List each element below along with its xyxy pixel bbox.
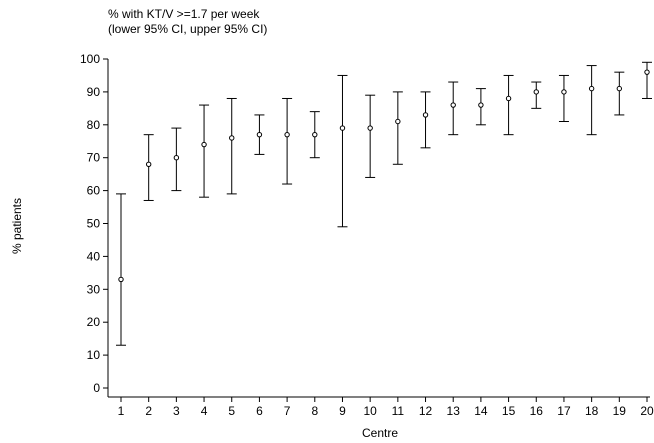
data-point (339, 125, 346, 131)
y-tick-label: 20 (87, 315, 101, 329)
data-point (173, 155, 180, 161)
x-tick-label: 2 (145, 404, 152, 418)
x-tick-label: 4 (201, 404, 208, 418)
data-point (284, 131, 290, 138)
x-tick-label: 11 (392, 404, 405, 418)
x-tick-label: 5 (228, 404, 235, 418)
y-tick-label: 50 (87, 217, 101, 231)
data-point (367, 125, 373, 131)
x-tick-label: 18 (585, 404, 599, 418)
data-point (422, 112, 429, 118)
x-tick-label: 6 (256, 404, 263, 418)
data-point (616, 85, 623, 92)
x-tick-label: 12 (419, 404, 433, 418)
data-point (395, 118, 401, 125)
y-axis-title: % patients (10, 198, 24, 254)
y-tick-label: 10 (87, 348, 101, 362)
y-tick-label: 40 (87, 249, 101, 263)
x-tick-label: 1 (118, 404, 125, 418)
data-point (312, 131, 318, 138)
data-point (118, 276, 124, 283)
data-point (505, 95, 512, 102)
data-point (478, 102, 484, 108)
x-tick-label: 19 (613, 404, 627, 418)
y-tick-label: 0 (93, 381, 100, 395)
x-tick-label: 15 (502, 404, 516, 418)
data-point (533, 89, 539, 95)
data-point (450, 102, 456, 108)
data-point (588, 85, 595, 92)
data-point (201, 141, 207, 148)
x-tick-label: 20 (640, 404, 654, 418)
y-tick-label: 60 (87, 184, 101, 198)
x-tick-label: 9 (339, 404, 346, 418)
data-point (229, 135, 235, 141)
chart-title: % with KT/V >=1.7 per week (108, 7, 260, 21)
x-tick-label: 3 (173, 404, 180, 418)
x-tick-label: 17 (557, 404, 571, 418)
y-tick-label: 90 (87, 85, 101, 99)
data-points (116, 61, 652, 346)
x-tick-label: 7 (284, 404, 291, 418)
x-tick-label: 16 (530, 404, 544, 418)
y-tick-label: 70 (87, 151, 101, 165)
x-tick-label: 8 (311, 404, 318, 418)
data-point (644, 69, 650, 75)
x-tick-label: 14 (474, 404, 488, 418)
x-tick-label: 13 (447, 404, 461, 418)
y-tick-label: 30 (87, 282, 101, 296)
data-point (561, 89, 567, 95)
data-point (145, 161, 152, 167)
y-tick-label: 80 (87, 118, 101, 132)
x-tick-label: 10 (363, 404, 377, 418)
y-tick-label: 100 (80, 52, 100, 66)
data-point (256, 131, 263, 138)
x-axis-title: Centre (362, 426, 398, 440)
chart-subtitle: (lower 95% CI, upper 95% CI) (108, 22, 267, 36)
